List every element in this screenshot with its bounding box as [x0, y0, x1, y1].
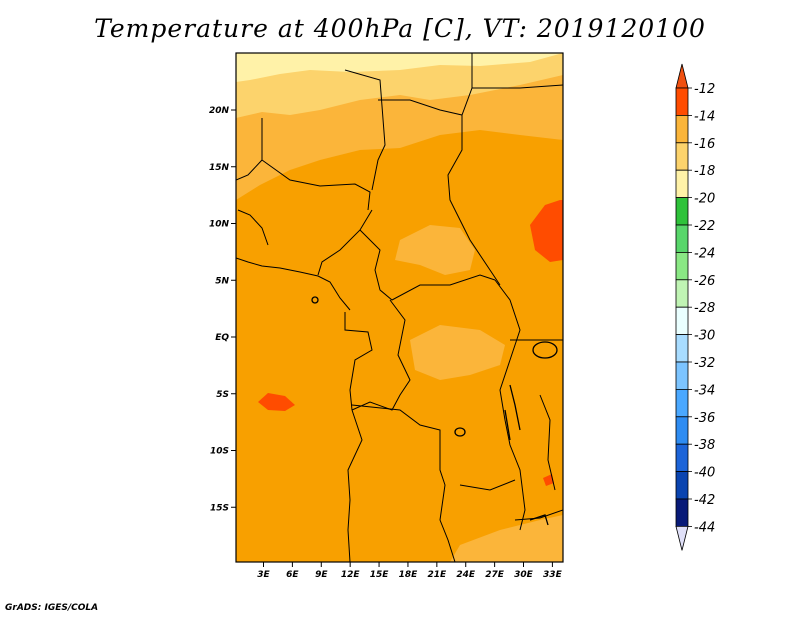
- lat-label: 15S: [210, 503, 229, 513]
- colorbar-label: -40: [694, 466, 715, 481]
- colorbar-swatch: [675, 416, 689, 445]
- lat-label: 10S: [210, 447, 229, 457]
- colorbar-swatch: [675, 279, 689, 308]
- colorbar-swatch: [675, 251, 689, 281]
- central-patch-16b: [410, 325, 505, 380]
- colorbar-label: -24: [694, 246, 715, 261]
- lat-label: EQ: [215, 333, 229, 343]
- colorbar-label: -20: [694, 192, 715, 207]
- warm-spot-west: [258, 393, 295, 411]
- colorbar-swatch: [675, 443, 689, 473]
- lon-label: 6E: [286, 570, 299, 580]
- temperature-field: [236, 53, 563, 562]
- lakes: [311, 296, 558, 526]
- lat-label: 5S: [216, 390, 229, 400]
- colorbar-swatch: [675, 498, 689, 527]
- colorbar-swatch: [675, 115, 689, 144]
- chart-title: Temperature at 400hPa [C], VT: 201912010…: [94, 14, 706, 43]
- colorbar-top-arrow: [675, 63, 689, 89]
- colorbar-label: -16: [694, 137, 715, 152]
- colorbar-label: -42: [694, 493, 715, 508]
- colorbar-label: -36: [694, 411, 715, 426]
- colorbar-label: -22: [694, 219, 715, 234]
- colorbar-swatch: [675, 388, 689, 418]
- longitude-axis: 3E 6E 9E 12E 15E 18E 21E 24E 27E 30E 33E: [257, 562, 563, 580]
- colorbar-bottom-arrow: [675, 526, 689, 551]
- lat-label: 10N: [209, 220, 230, 230]
- colorbar-swatch: [675, 87, 689, 116]
- colorbar-swatch: [675, 224, 689, 253]
- colorbar-swatch: [675, 169, 689, 198]
- colorbar-label: -26: [694, 274, 715, 289]
- colorbar-label: -32: [694, 356, 715, 371]
- lon-label: 24E: [456, 570, 476, 580]
- colorbar-swatch: [675, 197, 689, 226]
- central-patch-16a: [395, 225, 475, 275]
- warm-spot-east: [530, 200, 563, 262]
- lon-label: 15E: [370, 570, 390, 580]
- south-patch-16: [450, 515, 563, 562]
- north-band-20: [236, 53, 563, 82]
- lat-label: 20N: [209, 106, 230, 116]
- lon-label: 30E: [514, 570, 534, 580]
- country-boundaries: [236, 53, 563, 562]
- grads-credit: GrADS: IGES/COLA: [5, 603, 99, 613]
- lon-label: 27E: [485, 570, 505, 580]
- colorbar-swatch: [675, 142, 689, 171]
- lon-label: 33E: [543, 570, 563, 580]
- map-frame: [235, 52, 564, 563]
- colorbar-swatch: [675, 306, 689, 336]
- colorbar-label: -38: [694, 438, 715, 453]
- colorbar-label: -18: [694, 164, 715, 179]
- lon-label: 12E: [341, 570, 361, 580]
- latitude-axis: 20N 15N 10N 5N EQ 5S 10S 15S: [209, 106, 236, 513]
- colorbar-label: -30: [694, 329, 715, 344]
- lon-label: 3E: [257, 570, 270, 580]
- colorbar-swatch: [675, 361, 689, 390]
- lon-label: 9E: [315, 570, 328, 580]
- lon-label: 18E: [399, 570, 419, 580]
- colorbar-label: -34: [694, 383, 715, 398]
- lat-label: 5N: [215, 276, 229, 286]
- warm-spot-south: [543, 474, 554, 486]
- lon-label: 21E: [427, 570, 447, 580]
- colorbar-swatch: [675, 334, 689, 363]
- lat-label: 15N: [209, 163, 230, 173]
- colorbar-label: -14: [694, 109, 715, 124]
- colorbar-label: -28: [694, 301, 715, 316]
- colorbar: -12 -14 -16 -18 -20 -22 -24 -26 -28 -30 -32 -34 -36 -…: [675, 63, 715, 551]
- colorbar-swatch: [675, 471, 689, 500]
- colorbar-label: -12: [694, 82, 715, 97]
- colorbar-label: -44: [694, 520, 715, 535]
